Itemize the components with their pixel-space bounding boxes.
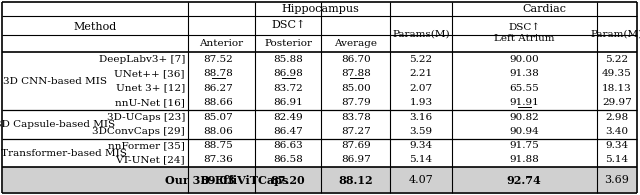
Text: 90.82: 90.82: [509, 113, 539, 122]
Text: 86.63: 86.63: [273, 142, 303, 151]
Text: 3DConvCaps [29]: 3DConvCaps [29]: [92, 127, 185, 136]
Text: 88.66: 88.66: [203, 98, 233, 107]
Text: nnU-Net [16]: nnU-Net [16]: [115, 98, 185, 107]
Text: 86.47: 86.47: [273, 127, 303, 136]
Text: 91.88: 91.88: [509, 155, 539, 165]
Text: 86.70: 86.70: [341, 55, 371, 64]
Text: 86.91: 86.91: [273, 98, 303, 107]
Bar: [3, 167, 636, 192]
Text: 88.12: 88.12: [339, 175, 373, 185]
Text: Params(M): Params(M): [392, 29, 450, 38]
Text: 3.40: 3.40: [605, 127, 628, 136]
Text: 3D Capsule-based MIS: 3D Capsule-based MIS: [0, 120, 115, 129]
Text: 88.75: 88.75: [203, 142, 233, 151]
Text: 87.88: 87.88: [341, 69, 371, 78]
Text: 9.34: 9.34: [605, 142, 628, 151]
Text: Hippocampus: Hippocampus: [281, 4, 359, 14]
Text: Unet 3+ [12]: Unet 3+ [12]: [116, 84, 185, 93]
Text: 87.52: 87.52: [203, 55, 233, 64]
Text: 85.07: 85.07: [203, 113, 233, 122]
Text: Param(M): Param(M): [591, 29, 640, 38]
Text: 4.07: 4.07: [408, 175, 433, 185]
Text: VT-UNet [24]: VT-UNet [24]: [115, 155, 185, 165]
Text: 2.07: 2.07: [410, 84, 433, 93]
Text: 5.14: 5.14: [410, 155, 433, 165]
Text: 9.34: 9.34: [410, 142, 433, 151]
Text: 86.27: 86.27: [203, 84, 233, 93]
Text: 2.98: 2.98: [605, 113, 628, 122]
Text: Posterior: Posterior: [264, 39, 312, 48]
Text: 83.72: 83.72: [273, 84, 303, 93]
Text: 87.79: 87.79: [341, 98, 371, 107]
Text: 3D CNN-based MIS: 3D CNN-based MIS: [3, 76, 107, 85]
Text: 82.49: 82.49: [273, 113, 303, 122]
Text: Method: Method: [74, 22, 116, 32]
Text: 86.98: 86.98: [273, 69, 303, 78]
Text: DeepLabv3+ [7]: DeepLabv3+ [7]: [99, 55, 185, 64]
Text: 5.22: 5.22: [605, 55, 628, 64]
Text: Anterior: Anterior: [200, 39, 244, 48]
Text: 91.38: 91.38: [509, 69, 539, 78]
Text: 86.97: 86.97: [341, 155, 371, 165]
Text: 3.69: 3.69: [605, 175, 629, 185]
Text: 85.00: 85.00: [341, 84, 371, 93]
Text: 18.13: 18.13: [602, 84, 632, 93]
Text: 92.74: 92.74: [507, 175, 541, 185]
Text: 65.55: 65.55: [509, 84, 539, 93]
Text: 90.00: 90.00: [509, 55, 539, 64]
Text: 87.27: 87.27: [341, 127, 371, 136]
Text: 87.69: 87.69: [341, 142, 371, 151]
Text: 5.14: 5.14: [605, 155, 628, 165]
Text: 3.59: 3.59: [410, 127, 433, 136]
Text: 29.97: 29.97: [602, 98, 632, 107]
Text: 83.78: 83.78: [341, 113, 371, 122]
Text: 2.21: 2.21: [410, 69, 433, 78]
Text: 49.35: 49.35: [602, 69, 632, 78]
Text: 89.03: 89.03: [200, 175, 236, 185]
Text: UNet++ [36]: UNet++ [36]: [115, 69, 185, 78]
Text: 87.20: 87.20: [271, 175, 305, 185]
Text: Cardiac: Cardiac: [522, 4, 566, 14]
Text: Average: Average: [334, 39, 377, 48]
Text: 88.06: 88.06: [203, 127, 233, 136]
Text: DSC↑
Left Atrium: DSC↑ Left Atrium: [494, 23, 555, 43]
Text: 85.88: 85.88: [273, 55, 303, 64]
Text: 3D Transformer-based MIS: 3D Transformer-based MIS: [0, 149, 127, 158]
Text: 88.78: 88.78: [203, 69, 233, 78]
Text: 87.36: 87.36: [203, 155, 233, 165]
Text: Our 3D-EffiViTCaps: Our 3D-EffiViTCaps: [165, 175, 289, 185]
Text: 86.58: 86.58: [273, 155, 303, 165]
Text: 91.91: 91.91: [509, 98, 539, 107]
Text: 3D-UCaps [23]: 3D-UCaps [23]: [107, 113, 185, 122]
Text: 90.94: 90.94: [509, 127, 539, 136]
Text: 3.16: 3.16: [410, 113, 433, 122]
Text: DSC↑: DSC↑: [272, 20, 306, 30]
Text: 91.75: 91.75: [509, 142, 539, 151]
Text: 5.22: 5.22: [410, 55, 433, 64]
Text: nnFormer [35]: nnFormer [35]: [108, 142, 185, 151]
Text: 1.93: 1.93: [410, 98, 433, 107]
